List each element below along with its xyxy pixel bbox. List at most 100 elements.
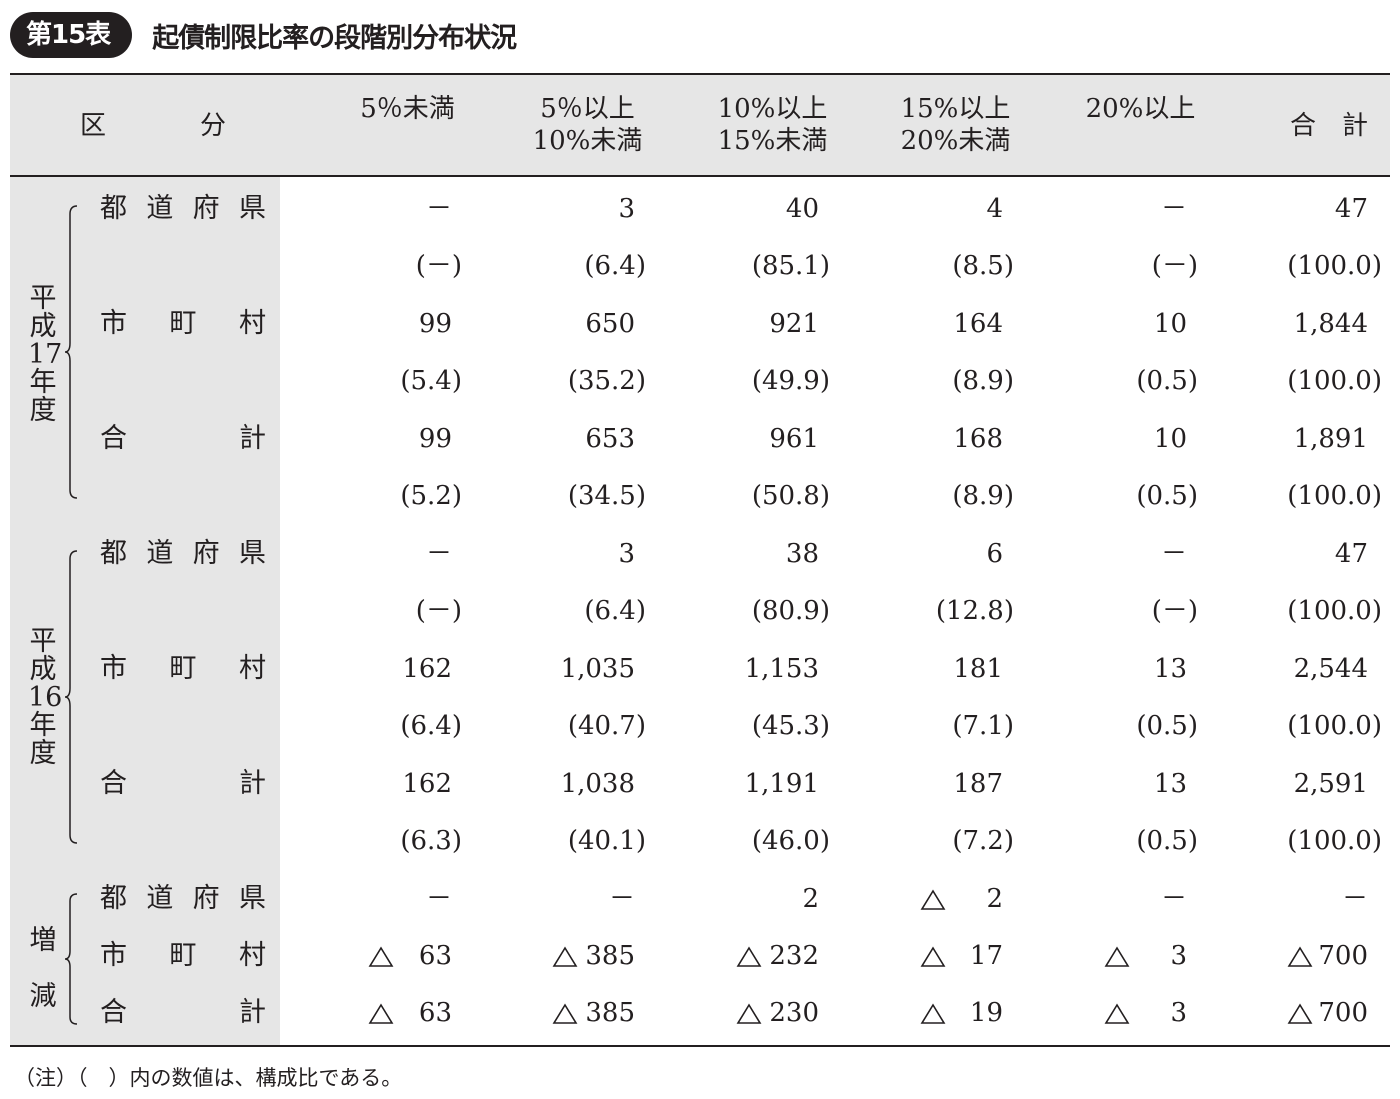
value-cell-municipalities-lt5: 162 (402, 654, 452, 684)
row-label-prefectures: 都道府県 (100, 883, 266, 914)
row-label-total: 合計 (100, 997, 266, 1028)
share-cell-total-5to10: (40.1) (567, 826, 646, 856)
value-cell-municipalities-ge20: 10 (1153, 309, 1187, 339)
value-cell-prefectures-5to10: 3 (618, 539, 635, 569)
value-cell-municipalities-5to10: 650 (585, 309, 635, 339)
change-cell-total-10to15: 230 (769, 998, 819, 1028)
brace-change (64, 893, 78, 1025)
value-cell-municipalities-total: 2,544 (1293, 654, 1368, 684)
table-header-background (10, 75, 1390, 175)
header-col-ge20: 20%以上 (1085, 94, 1196, 124)
row-label-total: 合計 (100, 768, 266, 799)
change-cell-total-lt5: 63 (418, 998, 452, 1028)
decrease-triangle-icon (368, 1003, 394, 1024)
value-cell-municipalities-5to10: 1,035 (560, 654, 635, 684)
share-cell-prefectures-ge20: (－) (1151, 596, 1198, 626)
share-cell-prefectures-5to10: (6.4) (584, 596, 646, 626)
value-cell-prefectures-10to15: 38 (785, 539, 819, 569)
share-cell-municipalities-10to15: (45.3) (751, 711, 830, 741)
share-cell-municipalities-ge20: (0.5) (1136, 711, 1198, 741)
value-cell-prefectures-15to20: 6 (986, 539, 1003, 569)
value-cell-total-15to20: 168 (953, 424, 1003, 454)
value-cell-municipalities-total: 1,844 (1293, 309, 1368, 339)
group-label-h16: 平成 16 年度 (28, 626, 63, 769)
header-col-lt5: 5％未満 (360, 94, 455, 124)
share-cell-municipalities-ge20: (0.5) (1136, 366, 1198, 396)
value-cell-total-10to15: 961 (769, 424, 819, 454)
row-label-municipalities: 市町村 (100, 308, 266, 339)
share-cell-prefectures-15to20: (8.5) (952, 251, 1014, 281)
change-cell-municipalities-15to20: 17 (969, 941, 1003, 971)
change-cell-municipalities-10to15: 232 (769, 941, 819, 971)
share-cell-municipalities-5to10: (40.7) (567, 711, 646, 741)
table-title: 第15表 起債制限比率の段階別分布状況 (10, 12, 517, 58)
brace-h17 (64, 205, 78, 499)
value-cell-prefectures-15to20: 4 (986, 194, 1003, 224)
decrease-triangle-icon (920, 1003, 946, 1024)
change-cell-municipalities-lt5: 63 (418, 941, 452, 971)
decrease-triangle-icon (552, 946, 578, 967)
row-label-municipalities: 市町村 (100, 940, 266, 971)
decrease-triangle-icon (736, 946, 762, 967)
change-cell-total-5to10: 385 (585, 998, 635, 1028)
group-label-h17: 平成 17 年度 (28, 283, 63, 426)
value-cell-total-ge20: 13 (1153, 769, 1187, 799)
decrease-triangle-icon (920, 946, 946, 967)
decrease-triangle-icon (552, 1003, 578, 1024)
brace-h16 (64, 550, 78, 844)
value-cell-prefectures-ge20: － (1160, 194, 1187, 224)
value-cell-municipalities-10to15: 1,153 (744, 654, 819, 684)
decrease-triangle-icon (736, 1003, 762, 1024)
value-cell-prefectures-total: 47 (1334, 194, 1368, 224)
header-col-15to20: 15%以上 20%未満 (900, 94, 1011, 156)
share-cell-prefectures-15to20: (12.8) (935, 596, 1014, 626)
share-cell-total-total: (100.0) (1287, 481, 1382, 511)
change-cell-municipalities-total: 700 (1318, 941, 1368, 971)
share-cell-total-5to10: (34.5) (567, 481, 646, 511)
header-col-total: 合 計 (1289, 111, 1368, 141)
row-label-prefectures: 都道府県 (100, 193, 266, 224)
change-cell-prefectures-10to15: 2 (802, 884, 819, 914)
share-cell-municipalities-5to10: (35.2) (567, 366, 646, 396)
table-header-rule (10, 175, 1390, 177)
share-cell-municipalities-10to15: (49.9) (751, 366, 830, 396)
value-cell-prefectures-ge20: － (1160, 539, 1187, 569)
decrease-triangle-icon (1287, 1003, 1313, 1024)
change-cell-total-15to20: 19 (969, 998, 1003, 1028)
decrease-triangle-icon (1104, 1003, 1130, 1024)
share-cell-prefectures-5to10: (6.4) (584, 251, 646, 281)
change-cell-prefectures-total: － (1341, 884, 1368, 914)
change-cell-prefectures-lt5: － (425, 884, 452, 914)
change-cell-prefectures-5to10: － (608, 884, 635, 914)
decrease-triangle-icon (1104, 946, 1130, 967)
footnote: （注）（ ）内の数値は、構成比である。 (14, 1066, 403, 1090)
share-cell-prefectures-10to15: (80.9) (751, 596, 830, 626)
header-category-char-1: 区 (80, 111, 107, 141)
share-cell-total-total: (100.0) (1287, 826, 1382, 856)
share-cell-prefectures-ge20: (－) (1151, 251, 1198, 281)
value-cell-municipalities-15to20: 181 (953, 654, 1003, 684)
share-cell-municipalities-15to20: (7.1) (952, 711, 1014, 741)
share-cell-municipalities-total: (100.0) (1287, 711, 1382, 741)
share-cell-prefectures-total: (100.0) (1287, 251, 1382, 281)
value-cell-total-lt5: 99 (418, 424, 452, 454)
header-category-char-2: 分 (200, 111, 227, 141)
value-cell-total-total: 2,591 (1293, 769, 1368, 799)
share-cell-prefectures-total: (100.0) (1287, 596, 1382, 626)
share-cell-prefectures-lt5: (－) (415, 251, 462, 281)
share-cell-municipalities-15to20: (8.9) (952, 366, 1014, 396)
value-cell-total-5to10: 1,038 (560, 769, 635, 799)
change-cell-total-ge20: 3 (1170, 998, 1187, 1028)
share-cell-prefectures-lt5: (－) (415, 596, 462, 626)
change-cell-municipalities-ge20: 3 (1170, 941, 1187, 971)
value-cell-total-lt5: 162 (402, 769, 452, 799)
change-cell-prefectures-15to20: 2 (986, 884, 1003, 914)
value-cell-municipalities-10to15: 921 (769, 309, 819, 339)
share-cell-total-lt5: (5.2) (400, 481, 462, 511)
value-cell-total-10to15: 1,191 (744, 769, 819, 799)
value-cell-municipalities-ge20: 13 (1153, 654, 1187, 684)
group-label-change: 増減 (29, 925, 57, 1012)
row-label-background (10, 177, 280, 1045)
change-cell-total-total: 700 (1318, 998, 1368, 1028)
share-cell-municipalities-lt5: (6.4) (400, 711, 462, 741)
